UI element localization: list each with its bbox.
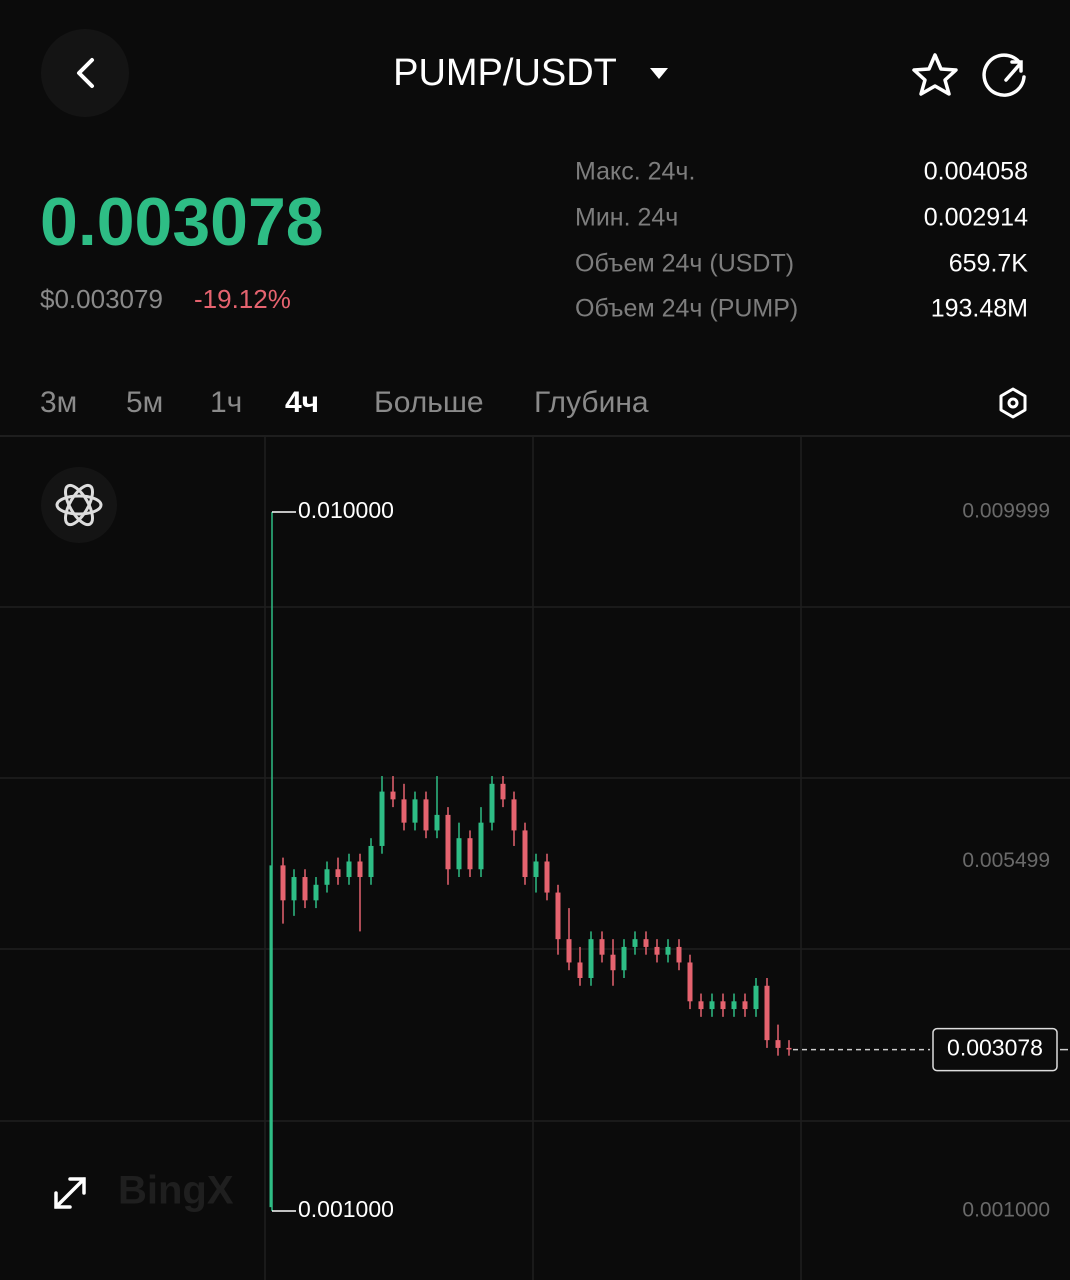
candle-body bbox=[610, 954, 616, 971]
stat-value: 193.48M bbox=[931, 295, 1028, 323]
y-tick-label: 0.001000 bbox=[962, 1199, 1050, 1222]
stat-label: Мин. 24ч bbox=[575, 204, 678, 232]
candle-body bbox=[764, 985, 770, 1041]
candle-body bbox=[269, 865, 273, 1208]
candle-body bbox=[753, 985, 759, 1010]
grid bbox=[0, 437, 1070, 1280]
candle-body bbox=[742, 1001, 748, 1010]
candle-body bbox=[720, 1001, 726, 1010]
candle-body bbox=[335, 869, 341, 878]
candle-body bbox=[313, 884, 319, 901]
candle-body bbox=[665, 946, 671, 955]
candle-body bbox=[467, 838, 473, 870]
candle-body bbox=[577, 962, 583, 979]
candle-body bbox=[687, 962, 693, 1002]
stat-label: Объем 24ч (USDT) bbox=[575, 250, 794, 278]
candle-body bbox=[379, 791, 385, 846]
y-tick-label: 0.005499 bbox=[962, 849, 1050, 872]
last-price-label: 0.003078 bbox=[947, 1035, 1043, 1061]
candle-body bbox=[654, 946, 660, 955]
back-button[interactable] bbox=[41, 29, 129, 117]
candle-body bbox=[676, 946, 682, 963]
fullscreen-icon[interactable] bbox=[54, 1177, 86, 1209]
y-tick-label: 0.009999 bbox=[962, 500, 1050, 523]
candle-body bbox=[280, 865, 286, 901]
candle-body bbox=[588, 939, 594, 979]
indicator-button[interactable] bbox=[41, 467, 117, 543]
candle-body bbox=[368, 845, 374, 878]
candle-body bbox=[357, 861, 363, 878]
candle-body bbox=[324, 869, 330, 885]
max-annotation: 0.010000 bbox=[298, 497, 394, 523]
stat-value: 659.7K bbox=[949, 250, 1029, 278]
candle-body bbox=[731, 1001, 737, 1010]
timeframe-tab[interactable]: 1ч bbox=[210, 386, 242, 419]
candle-body bbox=[786, 1047, 792, 1050]
candle-body bbox=[555, 892, 561, 940]
settings-icon[interactable] bbox=[999, 387, 1027, 419]
candle-body bbox=[423, 799, 429, 831]
favorite-icon[interactable] bbox=[912, 53, 958, 96]
watermark: BingX bbox=[118, 1169, 234, 1213]
candle-body bbox=[302, 877, 308, 901]
candle-body bbox=[401, 799, 407, 823]
candle-body bbox=[621, 946, 627, 971]
candle-body bbox=[390, 791, 396, 800]
candle-body bbox=[643, 939, 649, 947]
candle-body bbox=[500, 783, 506, 800]
candle-body bbox=[445, 814, 451, 870]
stat-label: Макс. 24ч. bbox=[575, 158, 695, 186]
refresh-icon[interactable] bbox=[982, 53, 1026, 97]
usd-price: $0.003079 bbox=[40, 284, 163, 314]
candle-body bbox=[566, 939, 572, 963]
candle-body bbox=[775, 1040, 781, 1048]
timeframe-tab[interactable]: 5м bbox=[126, 386, 163, 419]
candle-body bbox=[346, 861, 352, 878]
stat-label: Объем 24ч (PUMP) bbox=[575, 295, 798, 323]
pair-title[interactable]: PUMP/USDT bbox=[393, 52, 617, 94]
candle-body bbox=[533, 861, 539, 878]
candle-body bbox=[544, 861, 550, 893]
stat-value: 0.002914 bbox=[924, 204, 1028, 232]
candle-body bbox=[599, 939, 605, 955]
timeframe-tab[interactable]: 3м bbox=[40, 386, 77, 419]
candle-body bbox=[412, 799, 418, 823]
candle-body bbox=[511, 799, 517, 831]
timeframe-tab[interactable]: Глубина bbox=[534, 386, 649, 419]
min-annotation: 0.001000 bbox=[298, 1196, 394, 1222]
last-price-box bbox=[932, 1027, 1058, 1072]
candle-body bbox=[698, 1001, 704, 1010]
candle-body bbox=[632, 939, 638, 947]
candle-body bbox=[489, 783, 495, 823]
stat-value: 0.004058 bbox=[924, 158, 1028, 186]
last-price: 0.003078 bbox=[40, 184, 324, 260]
dropdown-icon[interactable] bbox=[650, 68, 668, 79]
candle-body bbox=[456, 838, 462, 870]
candle-body bbox=[291, 877, 297, 901]
candle-body bbox=[709, 1001, 715, 1010]
timeframe-tab[interactable]: 4ч bbox=[285, 386, 319, 419]
price-change: -19.12% bbox=[194, 284, 291, 314]
candle-body bbox=[434, 814, 440, 831]
candle-body bbox=[478, 822, 484, 870]
candle-body bbox=[522, 830, 528, 878]
timeframe-tab[interactable]: Больше bbox=[374, 386, 484, 419]
